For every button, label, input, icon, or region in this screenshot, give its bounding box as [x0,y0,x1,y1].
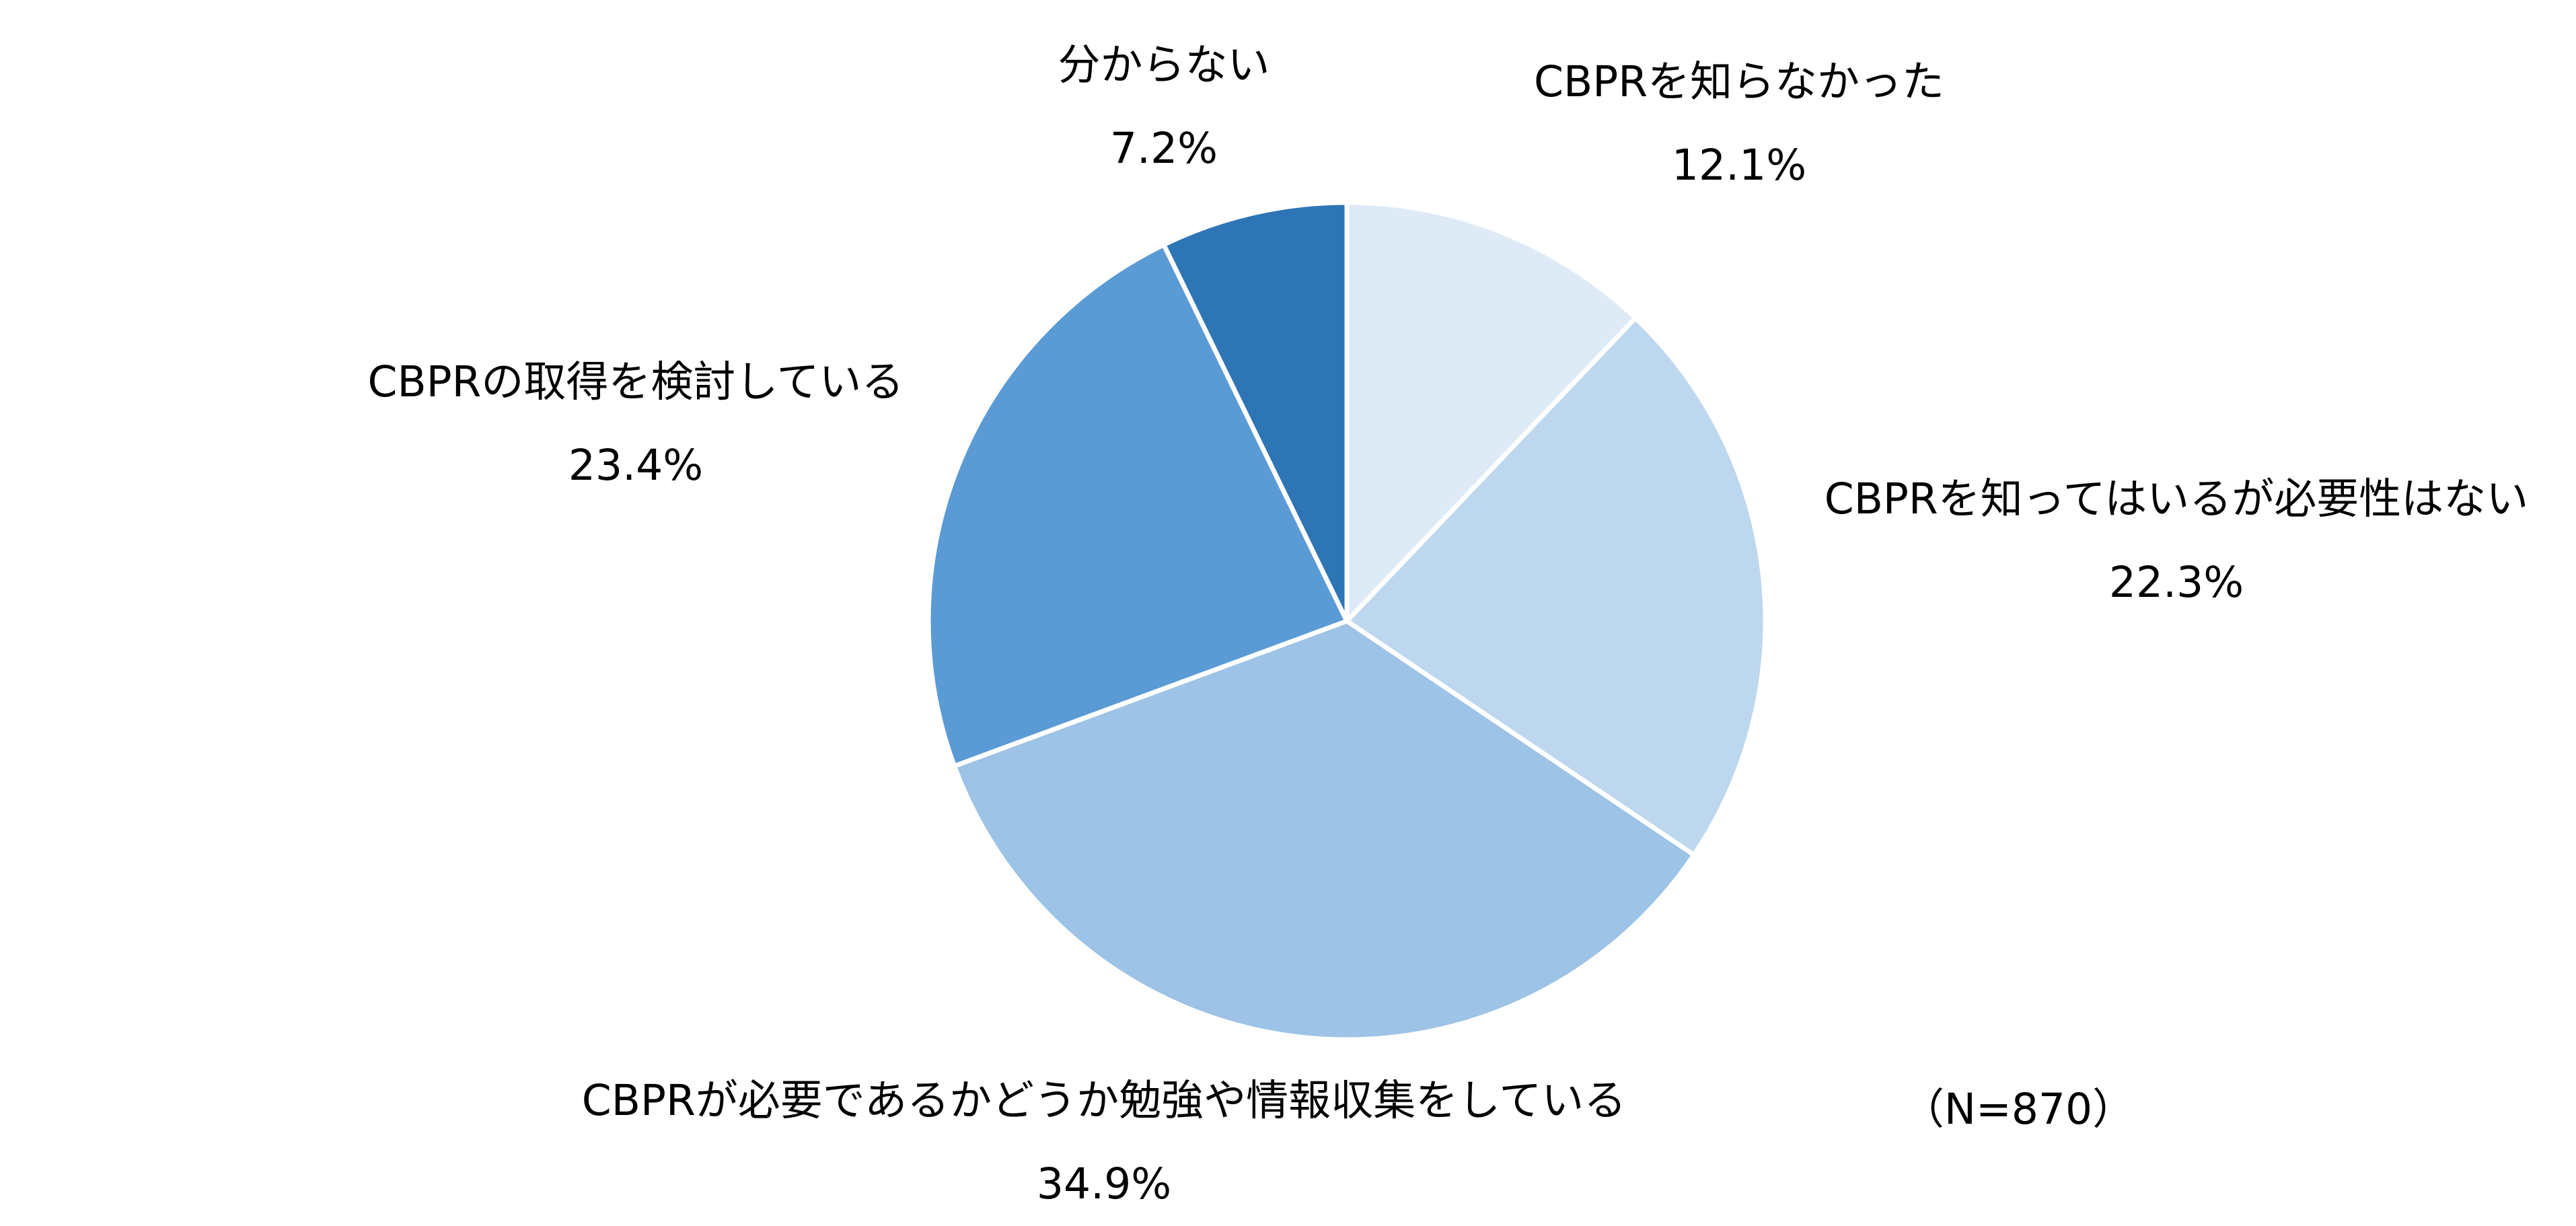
pie-slice-2 [1344,316,1768,857]
slice-label-1: CBPRを知らなかった [1534,57,1944,106]
slice-value-label-4: 23.4% [568,441,703,490]
slice-value-label-5: 7.2% [1110,124,1218,173]
pie-slice-3 [952,618,1697,1042]
slice-label-2: CBPRを知ってはいるが必要性はない [1825,474,2529,524]
slice-value-label-3: 34.9% [1037,1159,1171,1209]
slice-label-5: 分からない [1058,40,1270,89]
pie-slice-4 [926,242,1350,768]
sample-size-note: （N=870） [1902,1085,2135,1134]
slice-label-3: CBPRが必要であるかどうか勉強や情報収集をしている [582,1076,1626,1125]
pie-slice-5 [1161,200,1350,624]
pie-slice-1 [1344,200,1638,624]
pie-labels: CBPRを知らなかった 12.1% CBPRを知ってはいるが必要性はない 22.3% C… [367,40,2528,1209]
pie-slices [926,200,1768,1042]
slice-label-4: CBPRの取得を検討している [367,357,904,406]
slice-value-label-1: 12.1% [1672,141,1806,190]
slice-value-label-2: 22.3% [2109,558,2244,607]
